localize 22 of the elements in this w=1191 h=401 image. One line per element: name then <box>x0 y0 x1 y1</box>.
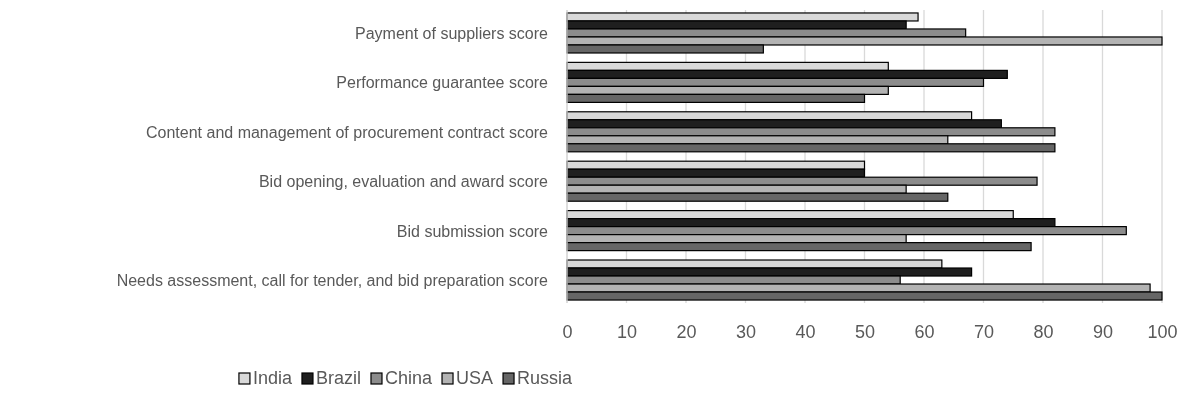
x-tick-label: 40 <box>795 321 816 342</box>
y-tick-label: Content and management of procurement contract score <box>146 123 549 141</box>
x-tick-label: 50 <box>854 321 876 342</box>
x-tick-label: 10 <box>616 321 638 342</box>
legend-label: Brazil <box>315 368 361 388</box>
x-tick-label: 100 <box>1147 321 1178 342</box>
y-tick-label: Performance guarantee score <box>336 74 549 92</box>
legend-label: Russia <box>517 368 574 388</box>
x-tick-label: 30 <box>735 321 757 342</box>
y-tick-label: Payment of suppliers score <box>355 24 549 42</box>
x-tick-label: 60 <box>914 321 935 342</box>
legend-label: China <box>384 368 434 388</box>
legend-label: USA <box>456 368 494 388</box>
y-tick-label: Needs assessment, call for tender, and bid preparation score <box>116 272 549 290</box>
legend-label: India <box>252 368 293 388</box>
x-tick-label: 0 <box>562 321 573 342</box>
x-tick-label: 20 <box>676 321 697 342</box>
y-tick-label: Bid opening, evaluation and award score <box>258 173 549 191</box>
x-tick-label: 70 <box>973 321 995 342</box>
y-tick-label: Bid submission score <box>396 222 549 240</box>
x-tick-label: 80 <box>1033 321 1054 342</box>
x-tick-label: 90 <box>1092 321 1114 342</box>
